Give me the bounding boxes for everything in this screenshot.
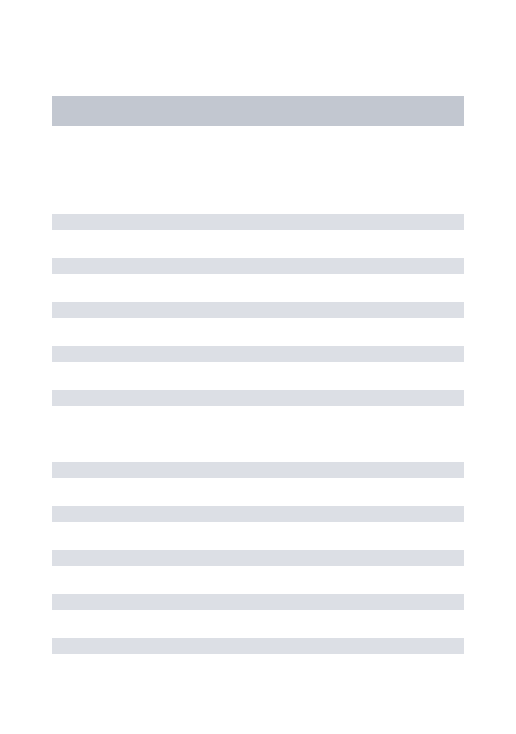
- skeleton-line: [52, 506, 464, 522]
- skeleton-line: [52, 594, 464, 610]
- skeleton-line: [52, 390, 464, 406]
- skeleton-container: [0, 0, 516, 734]
- skeleton-line: [52, 346, 464, 362]
- skeleton-line: [52, 258, 464, 274]
- skeleton-gap: [52, 434, 464, 462]
- skeleton-line: [52, 462, 464, 478]
- skeleton-group-1: [52, 214, 464, 406]
- skeleton-line: [52, 302, 464, 318]
- skeleton-header: [52, 96, 464, 126]
- skeleton-group-2: [52, 462, 464, 654]
- skeleton-line: [52, 214, 464, 230]
- skeleton-line: [52, 638, 464, 654]
- skeleton-line: [52, 550, 464, 566]
